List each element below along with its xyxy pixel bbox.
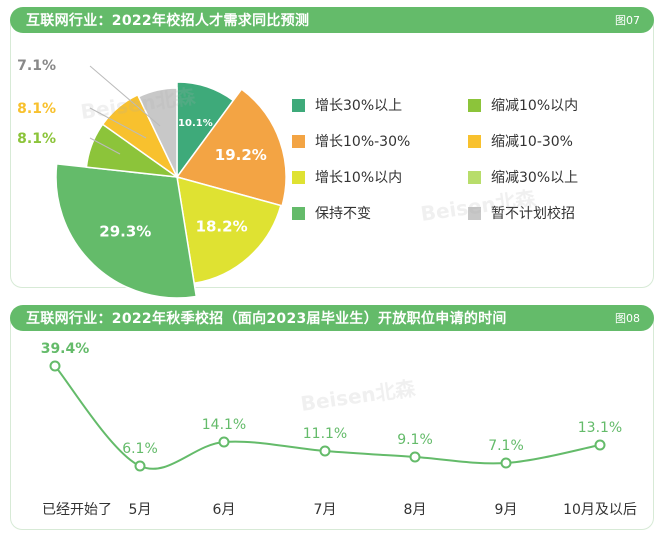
legend-item: 增长30%以上: [292, 94, 468, 116]
legend-label: 增长10%以内: [315, 170, 403, 186]
legend-swatch: [292, 134, 305, 148]
pie-slice: [175, 88, 287, 207]
line-value-label: 6.1%: [122, 441, 158, 457]
x-tick-label: 10月及以后: [563, 502, 637, 518]
x-tick-label: 8月: [404, 502, 427, 518]
line-point: [409, 451, 421, 463]
line-point: [218, 436, 230, 448]
pie-value-label: 18.2%: [196, 218, 248, 236]
legend-item: 缩减10%以内: [468, 94, 618, 116]
x-tick-label: 7月: [314, 502, 337, 518]
line-chart-title: 互联网行业：2022年秋季校招（面向2023届毕业生）开放职位申请的时间: [26, 311, 507, 327]
legend-label: 增长30%以上: [315, 98, 403, 114]
legend-swatch: [292, 98, 305, 112]
line-point: [594, 439, 606, 451]
legend-swatch: [468, 134, 481, 148]
pie-leader-line: [89, 107, 147, 139]
legend-label: 缩减30%以上: [491, 170, 579, 186]
x-tick-label: 5月: [129, 502, 152, 518]
legend-label: 保持不变: [315, 206, 371, 222]
legend-item: 缩减10-30%: [468, 130, 618, 152]
line-value-label: 11.1%: [303, 426, 347, 442]
pie-value-label: 7.1%: [17, 58, 56, 74]
x-tick-label: 9月: [495, 502, 518, 518]
line-point: [134, 460, 146, 472]
pie-value-label: 19.2%: [215, 146, 267, 164]
line-value-label: 7.1%: [488, 438, 524, 454]
pie-leader-line: [89, 137, 121, 155]
legend-item: 增长10%-30%: [292, 130, 468, 152]
line-value-label: 14.1%: [202, 417, 246, 433]
pie-chart: 10.1% 19.2% 18.2% 29.3% 8.1% 8.1% 7.1%: [17, 58, 287, 299]
legend-swatch: [292, 206, 305, 220]
legend-label: 缩减10-30%: [491, 134, 573, 150]
legend-item: 保持不变: [292, 202, 468, 224]
legend-item: 增长10%以内: [292, 166, 468, 188]
legend-swatch: [468, 206, 481, 220]
pie-slice: [55, 163, 198, 299]
pie-chart-header: 互联网行业：2022年校招人才需求同比预测 图07: [10, 7, 654, 33]
line-value-label: 39.4%: [41, 341, 90, 357]
x-tick-label: 已经开始了: [42, 502, 112, 518]
line-panel-frame: [10, 318, 654, 530]
pie-legend: 增长30%以上 缩减10%以内增长10%-30% 缩减10-30% 增长10%以内 缩减…: [292, 94, 622, 224]
legend-swatch: [468, 170, 481, 184]
line-chart-header: 互联网行业：2022年秋季校招（面向2023届毕业生）开放职位申请的时间 图08: [10, 305, 654, 331]
x-tick-label: 6月: [213, 502, 236, 518]
pie-chart-title: 互联网行业：2022年校招人才需求同比预测: [26, 13, 310, 29]
pie-slice: [176, 175, 282, 285]
legend-item: 暂不计划校招: [468, 202, 618, 224]
line-chart-figure-tag: 图08: [615, 312, 640, 325]
pie-slice: [101, 93, 179, 180]
line-value-label: 13.1%: [578, 420, 622, 436]
line-point: [500, 457, 512, 469]
pie-slice: [137, 87, 178, 178]
legend-swatch: [292, 170, 305, 184]
pie-value-label: 10.1%: [178, 118, 213, 129]
legend-swatch: [468, 98, 481, 112]
pie-leader-line: [89, 65, 161, 127]
line-point: [49, 360, 61, 372]
legend-label: 暂不计划校招: [491, 206, 575, 222]
pie-value-label: 8.1%: [17, 101, 56, 117]
pie-value-label: 29.3%: [99, 222, 151, 240]
line-value-label: 9.1%: [397, 432, 433, 448]
pie-chart-figure-tag: 图07: [615, 14, 640, 27]
line-point: [319, 445, 331, 457]
legend-label: 缩减10%以内: [491, 98, 579, 114]
pie-panel-frame: [10, 20, 654, 288]
legend-item: 缩减30%以上: [468, 166, 618, 188]
pie-value-label: 8.1%: [17, 131, 56, 147]
legend-label: 增长10%-30%: [315, 134, 411, 150]
